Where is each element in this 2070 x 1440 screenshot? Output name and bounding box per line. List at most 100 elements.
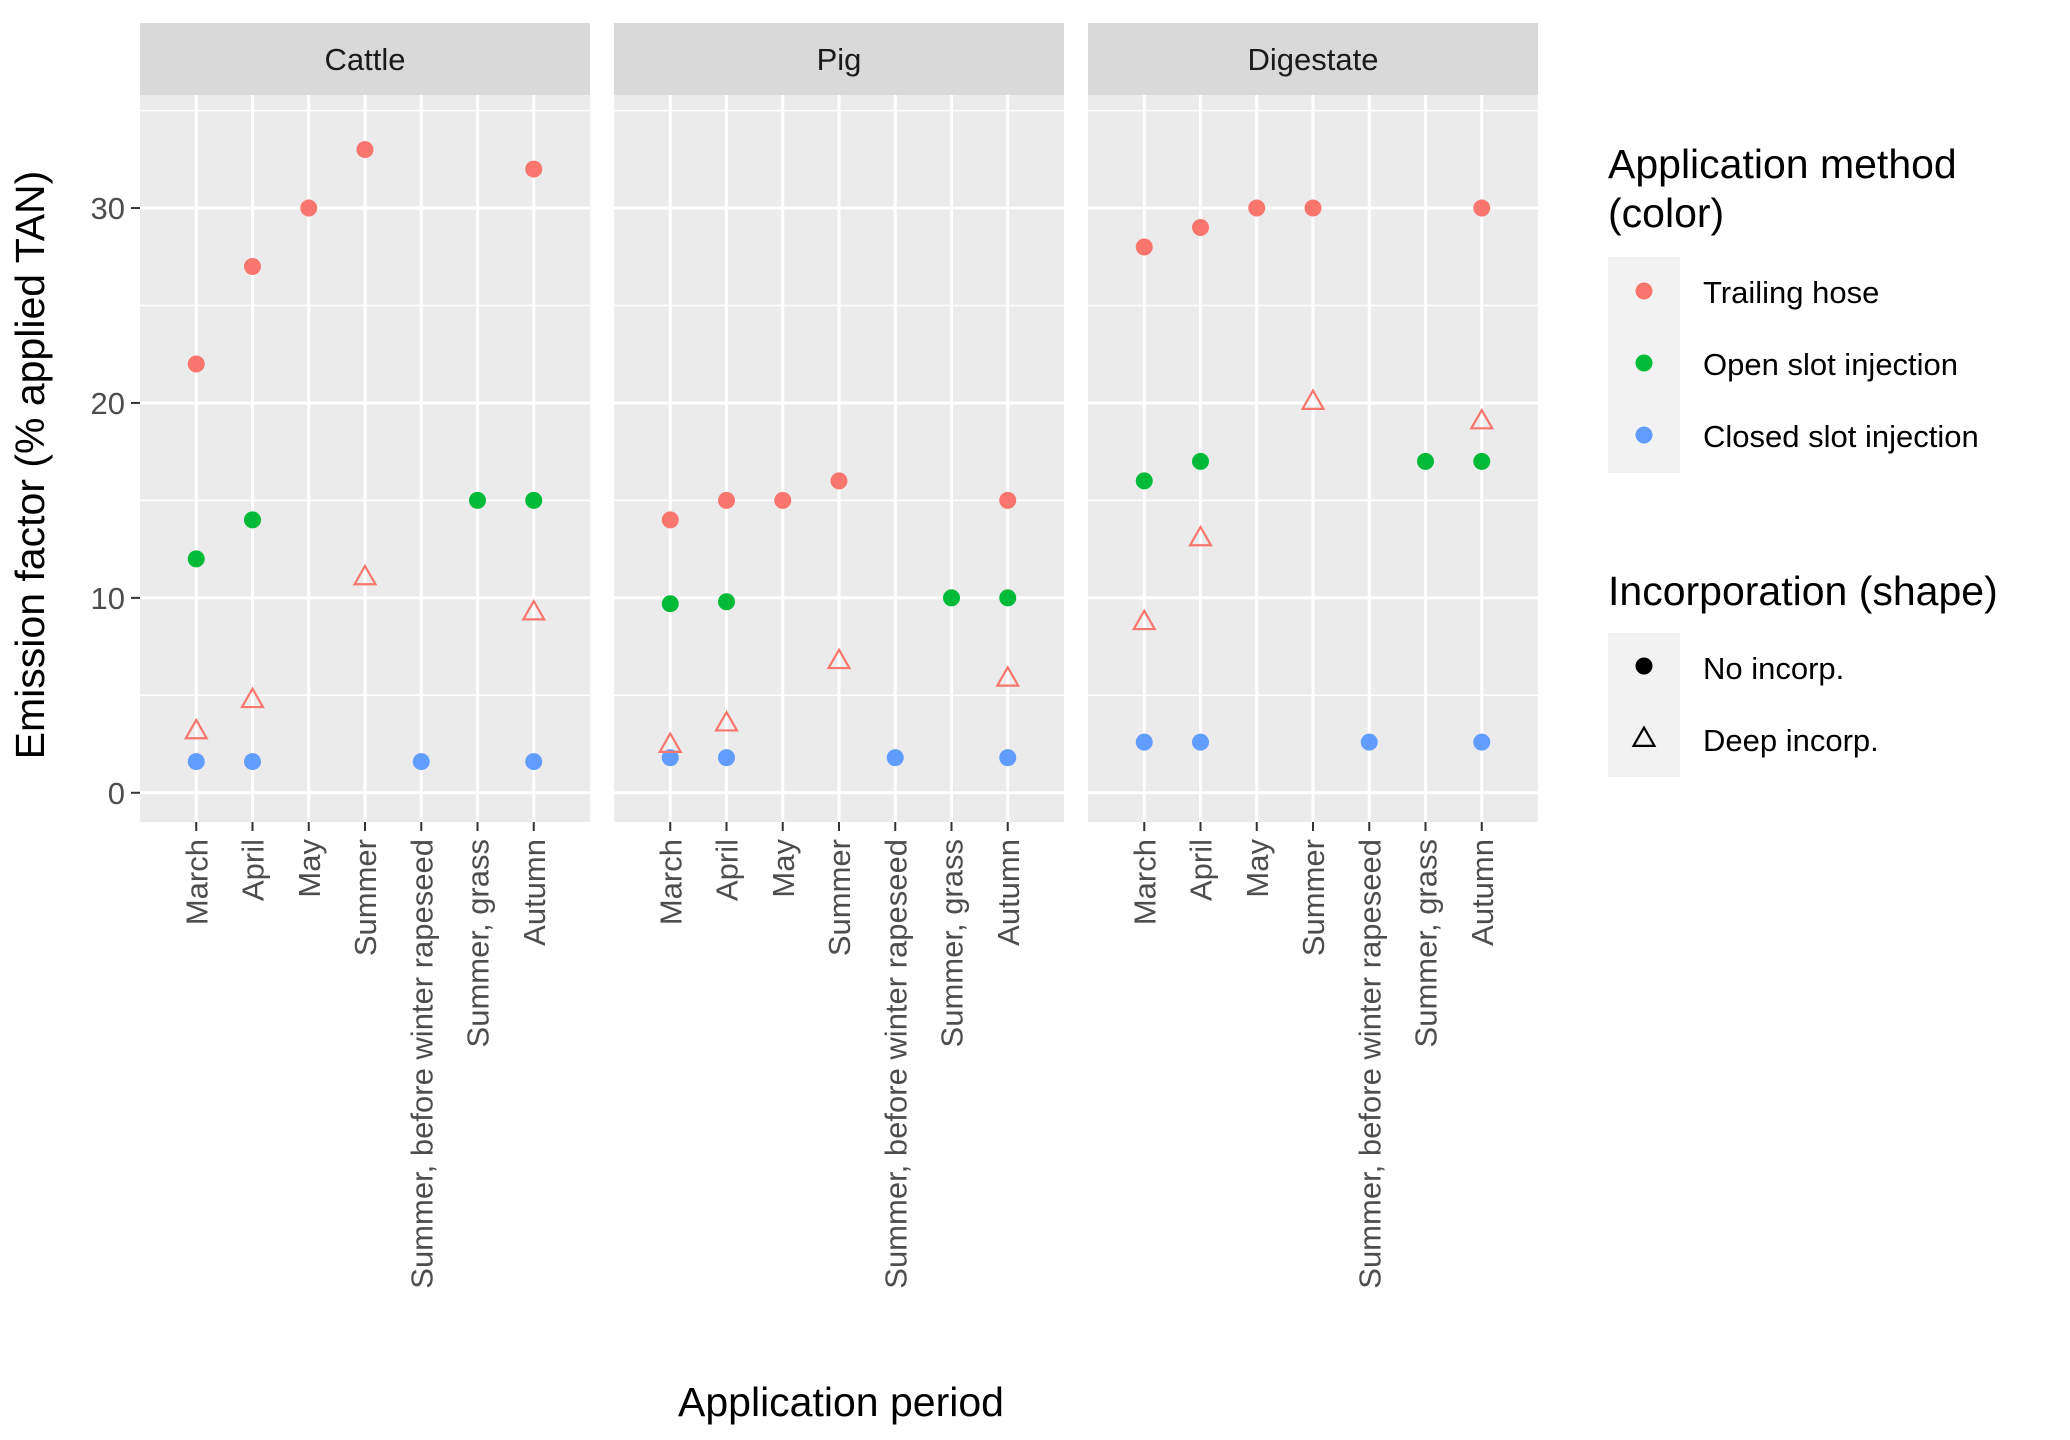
point-digestate-april-closed-slot-injection-no-incorp	[1192, 733, 1209, 751]
point-cattle-may-trailing-hose-no-incorp	[300, 199, 318, 217]
point-digestate-autumn-trailing-hose-no-incorp	[1473, 199, 1491, 217]
point-pig-autumn-trailing-hose-deep-incorp	[995, 665, 1021, 687]
point-pig-autumn-closed-slot-injection-no-incorp	[999, 749, 1017, 767]
point-digestate-march-open-slot-injection-no-incorp	[1135, 472, 1153, 490]
legend-key-closed-slot-injection	[1635, 426, 1653, 444]
point-pig-april-trailing-hose-no-incorp	[718, 491, 735, 509]
x-tick-label-april: April	[1184, 839, 1219, 901]
point-pig-april-open-slot-injection-no-incorp	[718, 593, 735, 611]
legend-color-title-line1: Application method	[1608, 141, 1957, 187]
legend-label-open-slot-injection: Open slot injection	[1703, 347, 1958, 382]
x-tick-label-autumn: Autumn	[991, 839, 1026, 946]
point-cattle-march-trailing-hose-deep-incorp	[183, 717, 209, 740]
point-pig-summer-trailing-hose-no-incorp	[830, 472, 848, 490]
x-tick-label-summer-grass: Summer, grass	[461, 839, 496, 1047]
point-cattle-autumn-open-slot-injection-no-incorp	[525, 491, 543, 509]
point-pig-march-open-slot-injection-no-incorp	[661, 595, 679, 613]
facet-strip-pig	[614, 23, 1064, 95]
legend-key-deep-incorp	[1631, 725, 1657, 747]
x-tick-label-summer-before-winter-rapeseed: Summer, before winter rapeseed	[404, 839, 439, 1289]
point-pig-may-trailing-hose-no-incorp	[774, 491, 792, 509]
x-tick-label-summer: Summer	[348, 839, 383, 956]
point-cattle-summer-trailing-hose-deep-incorp	[352, 563, 378, 586]
point-digestate-summer-before-winter-rapeseed-closed-slot-injection-no-incorp	[1360, 733, 1378, 751]
legend-label-closed-slot-injection: Closed slot injection	[1703, 419, 1979, 454]
point-digestate-autumn-trailing-hose-deep-incorp	[1469, 407, 1495, 430]
x-tick-label-april: April	[710, 839, 745, 901]
x-tick-label-may: May	[1240, 839, 1275, 898]
point-digestate-may-trailing-hose-no-incorp	[1248, 199, 1266, 217]
point-cattle-summer-before-winter-rapeseed-closed-slot-injection-no-incorp	[412, 753, 430, 771]
x-tick-label-may: May	[766, 839, 801, 898]
facet-panels: Cattle Pig Digestate	[140, 23, 1538, 822]
point-pig-march-trailing-hose-deep-incorp	[657, 731, 683, 753]
legend-shape-keys-background	[1608, 633, 1680, 777]
point-cattle-autumn-closed-slot-injection-no-incorp	[525, 753, 543, 771]
point-cattle-march-trailing-hose-no-incorp	[187, 355, 205, 373]
facet-label-cattle: Cattle	[325, 42, 406, 77]
x-tick-label-summer-grass: Summer, grass	[1409, 839, 1444, 1047]
point-cattle-march-open-slot-injection-no-incorp	[187, 550, 205, 568]
point-digestate-march-trailing-hose-no-incorp	[1135, 238, 1153, 256]
point-pig-summer-trailing-hose-deep-incorp	[826, 647, 852, 670]
point-pig-march-trailing-hose-no-incorp	[661, 511, 679, 529]
data-points	[183, 141, 1495, 771]
facet-strip-cattle	[140, 23, 590, 95]
point-digestate-april-open-slot-injection-no-incorp	[1192, 452, 1209, 470]
point-digestate-april-trailing-hose-deep-incorp	[1188, 524, 1213, 547]
facet-label-digestate: Digestate	[1248, 42, 1379, 77]
point-pig-autumn-trailing-hose-no-incorp	[999, 491, 1017, 509]
legend-label-deep-incorp: Deep incorp.	[1703, 723, 1879, 758]
y-tick-label: 10	[91, 581, 125, 616]
x-tick-label-summer-before-winter-rapeseed: Summer, before winter rapeseed	[1352, 839, 1387, 1289]
point-cattle-summer-trailing-hose-no-incorp	[356, 141, 374, 159]
x-tick-label-march: March	[179, 839, 214, 925]
legend-label-trailing-hose: Trailing hose	[1703, 275, 1879, 310]
point-pig-april-trailing-hose-deep-incorp	[714, 709, 739, 732]
x-tick-label-march: March	[1127, 839, 1162, 925]
point-cattle-april-open-slot-injection-no-incorp	[244, 511, 261, 529]
point-pig-summer-grass-open-slot-injection-no-incorp	[943, 589, 960, 607]
point-digestate-autumn-open-slot-injection-no-incorp	[1473, 452, 1491, 470]
point-digestate-summer-trailing-hose-no-incorp	[1304, 199, 1322, 217]
x-tick-label-summer-grass: Summer, grass	[935, 839, 970, 1047]
legend-label-no-incorp: No incorp.	[1703, 651, 1844, 686]
legend-color-title-line2: (color)	[1608, 190, 1724, 236]
point-cattle-april-trailing-hose-no-incorp	[244, 258, 261, 276]
x-tick-label-march: March	[653, 839, 688, 925]
x-tick-label-summer-before-winter-rapeseed: Summer, before winter rapeseed	[878, 839, 913, 1289]
x-tick-label-autumn: Autumn	[1465, 839, 1500, 946]
legend-key-no-incorp	[1635, 657, 1653, 675]
point-pig-autumn-open-slot-injection-no-incorp	[999, 589, 1017, 607]
point-digestate-autumn-closed-slot-injection-no-incorp	[1473, 733, 1491, 751]
x-tick-label-summer: Summer	[822, 839, 857, 956]
x-tick-label-summer: Summer	[1296, 839, 1331, 956]
legend-key-open-slot-injection	[1635, 354, 1653, 372]
facet-strip-digestate	[1088, 23, 1538, 95]
point-digestate-summer-grass-open-slot-injection-no-incorp	[1417, 452, 1434, 470]
legend-key-trailing-hose	[1635, 282, 1653, 300]
point-pig-march-closed-slot-injection-no-incorp	[661, 749, 679, 767]
point-cattle-march-closed-slot-injection-no-incorp	[187, 753, 205, 771]
legend: Application method (color) Incorporation…	[1608, 141, 1998, 777]
point-digestate-march-closed-slot-injection-no-incorp	[1135, 733, 1153, 751]
point-cattle-april-closed-slot-injection-no-incorp	[244, 753, 261, 771]
point-pig-april-closed-slot-injection-no-incorp	[718, 749, 735, 767]
x-axis-title: Application period	[678, 1379, 1004, 1425]
axes: March April May Summer Summer, before winter…	[91, 191, 1500, 1289]
y-tick-label: 0	[108, 776, 125, 811]
x-tick-label-autumn: Autumn	[517, 839, 552, 946]
y-axis-title: Emission factor (% applied TAN)	[7, 171, 53, 760]
x-tick-label-april: April	[236, 839, 271, 901]
facet-label-pig: Pig	[817, 42, 862, 77]
point-digestate-april-trailing-hose-no-incorp	[1192, 219, 1209, 237]
point-pig-summer-before-winter-rapeseed-closed-slot-injection-no-incorp	[886, 749, 904, 767]
y-tick-label: 30	[91, 191, 125, 226]
point-cattle-summer-grass-open-slot-injection-no-incorp	[469, 491, 486, 509]
point-digestate-march-trailing-hose-deep-incorp	[1131, 608, 1157, 631]
point-cattle-autumn-trailing-hose-no-incorp	[525, 160, 543, 178]
point-digestate-summer-trailing-hose-deep-incorp	[1300, 388, 1326, 410]
y-tick-label: 20	[91, 386, 125, 421]
point-cattle-april-trailing-hose-deep-incorp	[240, 686, 265, 709]
